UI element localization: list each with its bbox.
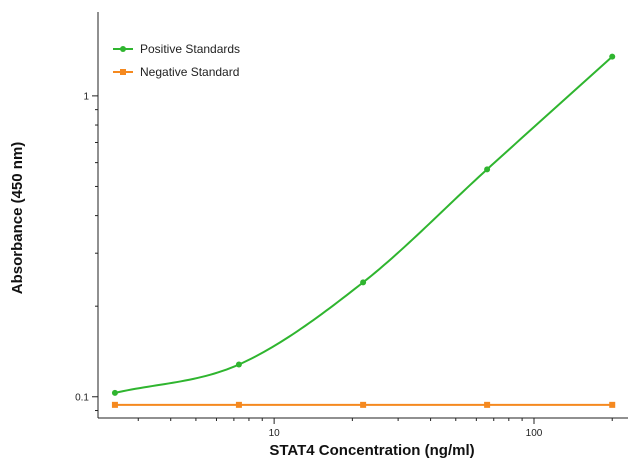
data-point: [360, 279, 367, 286]
data-point: [360, 401, 367, 408]
axes: [97, 12, 628, 419]
x-tick-label: 10: [269, 428, 281, 439]
y-tick-label: 0.1: [75, 392, 89, 403]
y-axis-title: Absorbance (450 nm): [9, 142, 26, 295]
legend-item: Negative Standard: [113, 65, 239, 79]
series-negative-standard: [111, 401, 616, 408]
tick-marks: [92, 95, 613, 424]
legend-label: Positive Standards: [140, 42, 240, 56]
tick-labels: 0.1 1 10 100: [75, 91, 543, 439]
x-tick-label: 100: [526, 428, 543, 439]
x-axis-title: STAT4 Concentration (ng/ml): [269, 442, 474, 459]
data-point: [235, 401, 242, 408]
data-point: [111, 401, 118, 408]
legend-marker: [120, 46, 126, 52]
legend-item: Positive Standards: [113, 42, 240, 56]
series-positive-standards: [111, 53, 616, 396]
data-point: [609, 401, 616, 408]
data-point: [111, 389, 118, 396]
data-point: [484, 401, 491, 408]
y-tick-label: 1: [83, 91, 89, 102]
data-point: [235, 361, 242, 368]
data-point: [484, 166, 491, 173]
data-point: [609, 53, 616, 60]
legend-label: Negative Standard: [140, 65, 239, 79]
legend-marker: [120, 69, 126, 75]
series-layer: [111, 53, 616, 408]
series-line: [114, 55, 613, 394]
legend: Positive Standards Negative Standard: [113, 42, 240, 79]
